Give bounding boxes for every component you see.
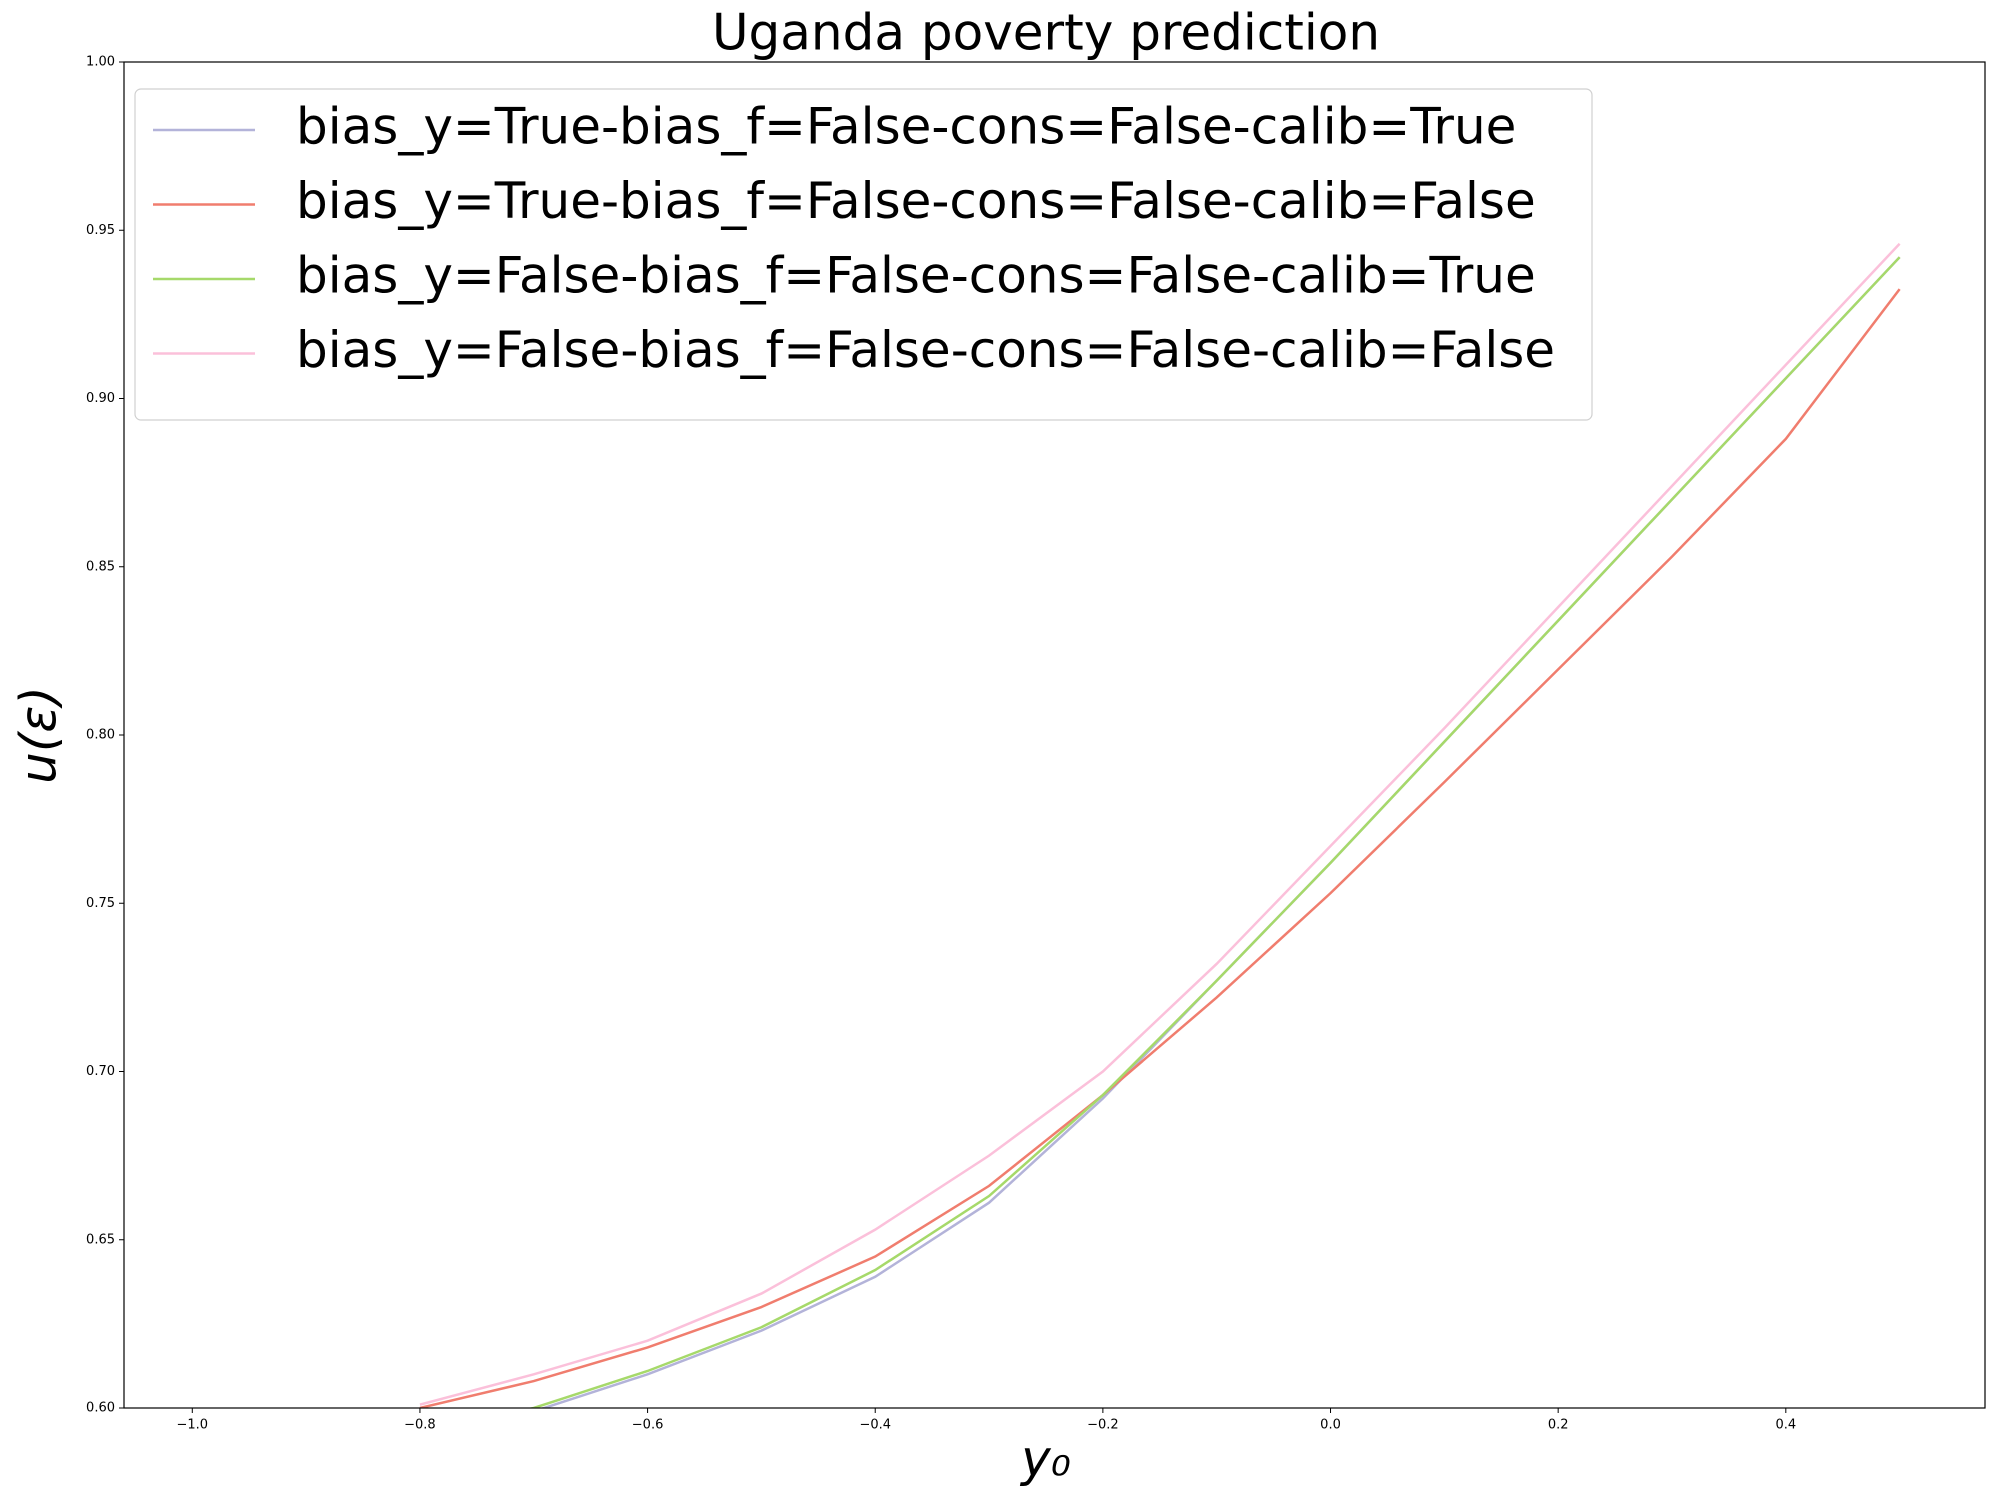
series-line	[419, 288, 1901, 1408]
legend-label: bias_y=False-bias_f=False-cons=False-cal…	[296, 321, 1555, 379]
x-tick-label: −0.2	[1087, 1418, 1119, 1433]
y-tick-label: 0.75	[86, 896, 115, 911]
x-tick-label: 0.2	[1548, 1418, 1569, 1433]
series-line	[527, 256, 1901, 1408]
y-tick-label: 0.85	[86, 559, 115, 574]
y-tick-label: 0.80	[86, 728, 115, 743]
y-tick-label: 1.00	[86, 55, 115, 70]
y-tick-label: 0.90	[86, 391, 115, 406]
x-tick-label: −1.0	[177, 1418, 209, 1433]
plot-lines	[419, 242, 1901, 1408]
x-tick-label: −0.8	[404, 1418, 436, 1433]
x-axis-label: y₀	[1019, 1430, 1071, 1488]
y-axis-label: u(ε)	[10, 686, 68, 784]
plot-frame	[123, 61, 1986, 1409]
y-tick-label: 0.60	[86, 1401, 115, 1416]
series-line	[419, 242, 1901, 1406]
legend-label: bias_y=False-bias_f=False-cons=False-cal…	[296, 247, 1536, 305]
y-tick-label: 0.70	[86, 1064, 115, 1079]
x-tick-label: 0.4	[1775, 1418, 1796, 1433]
chart-title: Uganda poverty prediction	[712, 4, 1380, 62]
x-tick-label: −0.6	[632, 1418, 664, 1433]
legend-box	[134, 88, 1593, 421]
legend-label: bias_y=True-bias_f=False-cons=False-cali…	[296, 172, 1536, 230]
x-tick-label: 0.0	[1320, 1418, 1341, 1433]
y-tick-label: 0.95	[86, 223, 115, 238]
y-tick-label: 0.65	[86, 1232, 115, 1247]
x-tick-label: −0.4	[859, 1418, 891, 1433]
legend-label: bias_y=True-bias_f=False-cons=False-cali…	[296, 98, 1516, 156]
